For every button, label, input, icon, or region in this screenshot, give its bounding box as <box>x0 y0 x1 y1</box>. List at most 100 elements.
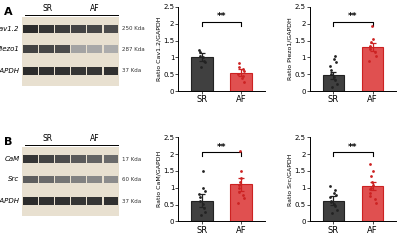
Point <box>369 180 375 184</box>
Point <box>327 64 334 68</box>
Bar <box>55 67 70 75</box>
Point <box>370 183 376 187</box>
Point <box>236 180 243 184</box>
Y-axis label: Ratio Src/GAPDH: Ratio Src/GAPDH <box>288 153 292 206</box>
Bar <box>71 67 86 75</box>
Text: **: ** <box>217 12 226 21</box>
Text: A: A <box>4 7 13 17</box>
Point <box>331 75 337 79</box>
Bar <box>23 197 38 205</box>
Text: 37 Kda: 37 Kda <box>122 68 141 73</box>
Bar <box>362 186 383 221</box>
Bar <box>39 175 54 183</box>
Point <box>240 193 247 197</box>
Bar <box>362 47 383 91</box>
Point <box>328 199 334 202</box>
Point <box>196 51 203 54</box>
Text: GAPDH: GAPDH <box>0 198 20 204</box>
Point <box>368 174 374 178</box>
Point <box>238 169 244 173</box>
Bar <box>87 155 102 163</box>
Point <box>329 85 336 89</box>
Bar <box>39 67 54 75</box>
Point <box>198 213 204 217</box>
Point <box>369 25 375 28</box>
Bar <box>104 67 118 75</box>
Bar <box>322 75 344 91</box>
Bar <box>104 175 118 183</box>
Y-axis label: Ratio CaM/GAPDH: Ratio CaM/GAPDH <box>156 151 161 207</box>
Point <box>368 186 374 190</box>
Bar <box>55 25 70 33</box>
Point <box>240 80 247 83</box>
Point <box>241 69 248 73</box>
Point <box>201 189 208 193</box>
Text: **: ** <box>348 12 358 21</box>
Point <box>236 62 242 65</box>
Point <box>200 169 207 173</box>
Text: 250 Kda: 250 Kda <box>122 26 144 31</box>
Point <box>202 61 208 64</box>
Bar <box>191 57 213 91</box>
Point <box>367 191 374 195</box>
Point <box>373 54 379 58</box>
Bar <box>104 197 118 205</box>
Text: B: B <box>4 137 12 147</box>
Point <box>333 208 340 211</box>
Bar <box>22 17 119 86</box>
Bar <box>87 175 102 183</box>
Text: 60 Kda: 60 Kda <box>122 177 141 182</box>
Bar <box>71 25 86 33</box>
Point <box>200 59 207 63</box>
Bar <box>71 197 86 205</box>
Bar <box>23 67 38 75</box>
Bar <box>55 197 70 205</box>
Bar <box>87 25 102 33</box>
Point <box>236 183 242 187</box>
Text: GAPDH: GAPDH <box>0 68 20 74</box>
Bar <box>23 45 38 53</box>
Bar <box>87 67 102 75</box>
Point <box>198 65 204 69</box>
Bar <box>55 155 70 163</box>
Point <box>332 79 338 82</box>
Text: 287 Kda: 287 Kda <box>122 47 144 51</box>
Point <box>331 191 337 195</box>
Text: Src: Src <box>8 176 20 182</box>
Point <box>332 54 338 58</box>
Bar <box>23 25 38 33</box>
Text: CaM: CaM <box>4 156 20 162</box>
Point <box>196 195 203 199</box>
Point <box>328 68 334 72</box>
Bar <box>71 155 86 163</box>
Point <box>367 162 373 165</box>
Point <box>367 194 374 198</box>
Point <box>200 55 206 59</box>
Bar <box>87 45 102 53</box>
Bar <box>230 184 252 221</box>
Bar <box>71 45 86 53</box>
Point <box>239 76 245 80</box>
Point <box>367 188 374 191</box>
Bar <box>191 201 213 221</box>
Bar <box>39 197 54 205</box>
Point <box>236 187 242 190</box>
Point <box>240 67 247 71</box>
Text: AF: AF <box>90 134 100 143</box>
Text: Cav1.2: Cav1.2 <box>0 26 20 32</box>
Bar <box>55 45 70 53</box>
Bar <box>71 175 86 183</box>
Point <box>236 65 242 69</box>
Point <box>373 201 379 205</box>
Text: SR: SR <box>43 4 53 13</box>
Point <box>239 74 246 78</box>
Bar <box>23 175 38 183</box>
Point <box>367 45 374 49</box>
Text: 17 Kda: 17 Kda <box>122 157 141 162</box>
Point <box>328 200 334 204</box>
Text: 37 Kda: 37 Kda <box>122 199 141 204</box>
Text: SR: SR <box>43 134 53 143</box>
Point <box>370 169 376 173</box>
Y-axis label: Ratio Piezo1/GAPDH: Ratio Piezo1/GAPDH <box>288 18 292 80</box>
Text: Piezo1: Piezo1 <box>0 46 20 52</box>
